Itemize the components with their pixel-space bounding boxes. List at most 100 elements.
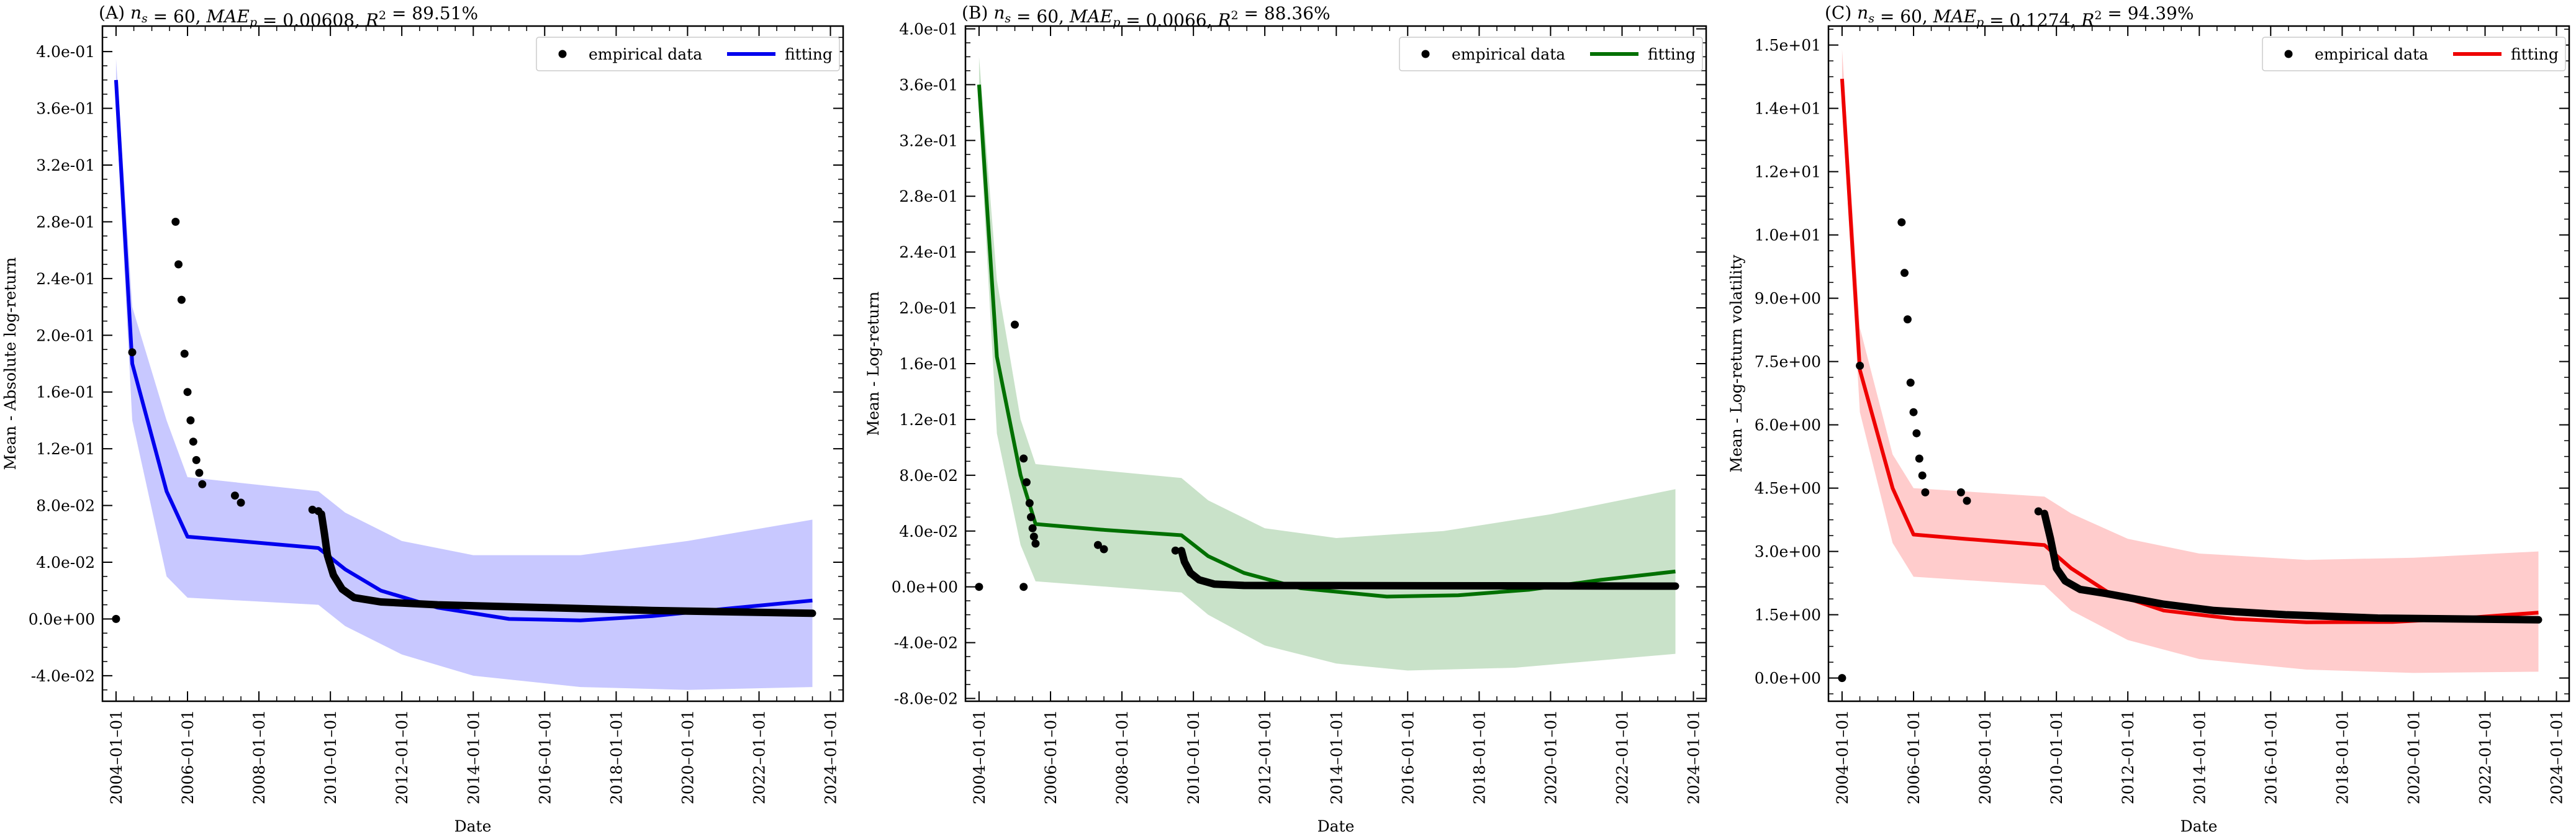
title-part: p: [250, 16, 257, 29]
y-tick-label: 2.4e-01: [899, 243, 958, 261]
panel-title: (A) ns = 60, MAEp = 0.00608, R2 = 89.51%: [99, 2, 478, 30]
legend-marker-empirical: [1421, 50, 1430, 58]
title-part: p: [1976, 16, 1984, 29]
title-part: MAE: [206, 6, 249, 27]
empirical-data-point: [2034, 507, 2043, 516]
panel-a: -4.0e-02 0.0e+00 4.0e-02 8.0e-02 1.2e-01 1.6e…: [1, 2, 844, 835]
x-tick-label: 2018–01–01: [1470, 710, 1488, 804]
y-tick-label: 6.0e+00: [1755, 416, 1821, 434]
x-axis-label: Date: [454, 817, 492, 835]
y-tick-label: 3.6e-01: [899, 76, 958, 94]
x-tick-label: 2014–01–01: [2190, 710, 2208, 804]
y-tick-label: 8.0e-02: [899, 467, 958, 485]
y-tick-label: 2.0e-01: [899, 299, 958, 317]
empirical-data-dense: [1177, 547, 1679, 590]
empirical-data-point: [128, 348, 137, 357]
empirical-data-point: [1171, 546, 1180, 555]
title-part: MAE: [1933, 6, 1976, 27]
x-tick-label: 2004–01–01: [107, 710, 125, 804]
legend-box: [1399, 37, 1703, 71]
empirical-data-point: [112, 614, 120, 623]
legend-label-fitting: fitting: [785, 45, 833, 63]
y-tick-label: 0.0e+00: [1755, 670, 1821, 688]
y-tick-label: 4.0e-01: [899, 20, 958, 38]
empirical-data-point: [174, 260, 183, 269]
title-part: = 60,: [148, 6, 207, 27]
y-tick-label: 4.0e-01: [36, 43, 95, 61]
x-axis-label: Date: [2181, 817, 2218, 835]
x-tick-label: 2022–01–01: [1614, 710, 1632, 804]
title-part: = 94.39%: [2102, 3, 2194, 24]
confidence-band: [115, 58, 813, 690]
title-part: n: [1857, 2, 1868, 23]
y-axis-label: Mean - Log-return volatility: [1727, 254, 1745, 473]
legend: empirical data fitting: [2262, 37, 2566, 71]
empirical-data-point: [1915, 454, 1923, 463]
y-tick-label: 4.5e+00: [1755, 480, 1821, 498]
empirical-data-point: [1956, 488, 1965, 496]
x-tick-label: 2008–01–01: [250, 710, 268, 804]
y-tick-label: 1.0e+01: [1755, 227, 1821, 245]
x-tick-label: 2020–01–01: [679, 710, 697, 804]
legend-label-empirical: empirical data: [589, 45, 702, 63]
legend-label-empirical: empirical data: [1452, 45, 1565, 63]
empirical-data-point: [1918, 471, 1927, 480]
title-part: p: [1113, 16, 1120, 29]
y-tick-label: 3.2e-01: [36, 156, 95, 174]
y-tick-label: 9.0e+00: [1755, 290, 1821, 308]
x-tick-label: 2012–01–01: [1256, 710, 1274, 804]
panel-c: 0.0e+00 1.5e+00 3.0e+00 4.5e+00 6.0e+00 7.5e+…: [1727, 2, 2570, 835]
x-tick-label: 2020–01–01: [2405, 710, 2423, 804]
legend-marker-empirical: [558, 50, 567, 58]
empirical-data-point: [1963, 496, 1971, 505]
empirical-data-point: [230, 491, 239, 500]
empirical-data-point: [195, 469, 204, 477]
x-tick-label: 2020–01–01: [1542, 710, 1560, 804]
empirical-data-point: [1022, 478, 1031, 487]
title-part: = 60,: [1874, 6, 1933, 27]
x-tick-label: 2014–01–01: [464, 710, 482, 804]
title-part: 2: [1231, 9, 1239, 22]
x-tick-label: 2012–01–01: [393, 710, 411, 804]
y-tick-label: 4.0e-02: [36, 554, 95, 572]
x-tick-label: 2014–01–01: [1327, 710, 1345, 804]
title-part: = 0.1274,: [1984, 10, 2081, 30]
empirical-data-point: [1909, 408, 1918, 416]
legend-label-empirical: empirical data: [2315, 45, 2428, 63]
x-tick-label: 2006–01–01: [1905, 710, 1923, 804]
confidence-band: [978, 56, 1676, 671]
empirical-data-dense: [2040, 509, 2542, 624]
empirical-data-point: [314, 507, 323, 516]
fitting-line: [1840, 78, 2539, 624]
x-tick-label: 2018–01–01: [2333, 710, 2351, 804]
x-axis-label: Date: [1317, 817, 1355, 835]
empirical-data-point: [1100, 545, 1108, 554]
y-tick-label: 4.0e-02: [899, 523, 958, 541]
empirical-data-point: [1011, 320, 1019, 329]
y-tick-label: 1.2e-01: [899, 411, 958, 429]
y-tick-label: 2.4e-01: [36, 270, 95, 288]
empirical-data-point: [1900, 269, 1909, 277]
x-tick-label: 2024–01–01: [2548, 710, 2566, 804]
title-part: = 0.00608,: [257, 10, 366, 30]
x-tick-label: 2022–01–01: [2477, 710, 2495, 804]
x-tick-label: 2004–01–01: [1833, 710, 1851, 804]
y-tick-label: -4.0e-02: [894, 634, 958, 652]
title-part: R: [2081, 10, 2094, 30]
panel-title: (C) ns = 60, MAEp = 0.1274, R2 = 94.39%: [1825, 2, 2194, 30]
y-tick-label: 3.2e-01: [899, 132, 958, 150]
confidence-band: [1842, 49, 2539, 673]
y-tick-label: 0.0e+00: [892, 578, 958, 596]
y-tick-label: 1.5e+00: [1755, 606, 1821, 624]
empirical-data-point: [1912, 429, 1921, 437]
y-tick-label: 1.2e-01: [36, 440, 95, 458]
title-part: s: [1868, 12, 1874, 25]
empirical-data-point: [1029, 532, 1038, 541]
title-part: (C): [1825, 2, 1857, 23]
y-tick-label: 1.6e-01: [899, 355, 958, 373]
x-tick-label: 2016–01–01: [1399, 710, 1417, 804]
title-part: s: [142, 12, 148, 25]
empirical-data-point: [308, 505, 317, 514]
y-tick-label: 1.6e-01: [36, 384, 95, 402]
